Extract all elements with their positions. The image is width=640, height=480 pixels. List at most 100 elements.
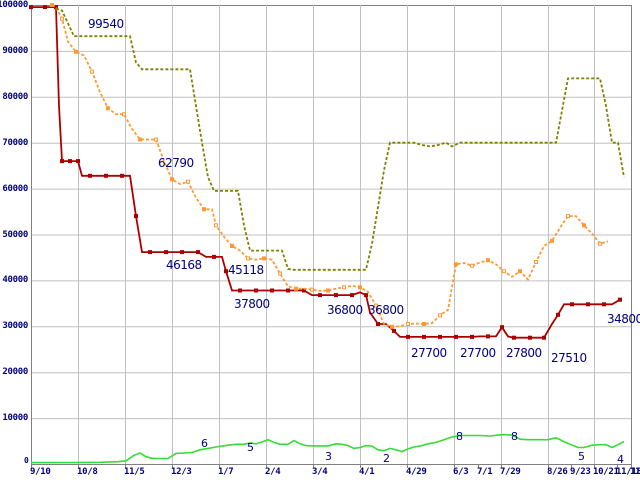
data-point-marker <box>104 173 108 178</box>
data-point-marker <box>406 322 410 326</box>
data-point-marker <box>180 250 184 255</box>
y-axis-tick-label: 40000 <box>2 275 28 286</box>
data-point-marker <box>88 173 92 178</box>
data-point-label: 27700 <box>460 346 496 360</box>
data-point-label: 37800 <box>234 297 270 311</box>
data-point-marker <box>202 207 206 212</box>
x-axis-tick-label: 3/4 <box>312 467 328 477</box>
data-point-marker <box>406 334 410 339</box>
data-point-marker <box>29 5 33 10</box>
data-point-label: 8 <box>511 430 518 443</box>
data-point-label: 36800 <box>368 303 404 317</box>
x-axis-tick-label: 11/5 <box>124 467 145 477</box>
data-point-marker <box>512 335 516 340</box>
data-point-label: 5 <box>247 441 254 454</box>
data-point-marker <box>154 137 158 142</box>
data-point-marker <box>212 254 216 259</box>
data-point-marker <box>598 241 602 246</box>
data-point-marker <box>43 5 47 10</box>
data-point-marker <box>278 271 282 276</box>
data-point-marker <box>350 293 354 298</box>
data-point-marker <box>310 287 314 292</box>
x-axis-tick-label: 9/10 <box>30 467 51 477</box>
x-axis-tick-label: 2/4 <box>265 467 281 477</box>
y-axis-tick-label: 100000 <box>0 0 28 10</box>
data-point-marker <box>68 159 72 164</box>
data-point-label: 4 <box>617 453 624 466</box>
data-point-marker <box>618 297 622 302</box>
x-tick-marks <box>31 464 632 468</box>
data-point-marker <box>390 324 394 329</box>
data-point-marker <box>270 288 274 293</box>
data-point-marker <box>60 16 64 21</box>
data-point-marker <box>502 269 506 274</box>
data-point-marker <box>358 285 362 290</box>
data-point-label: 46168 <box>166 258 202 272</box>
data-point-marker <box>120 173 124 178</box>
data-point-label: 27800 <box>506 346 542 360</box>
data-point-marker <box>170 177 174 182</box>
y-axis-tick-label: 90000 <box>2 45 28 56</box>
data-point-label: 99540 <box>88 17 124 31</box>
data-point-marker <box>122 112 126 117</box>
data-point-label: 27700 <box>411 346 447 360</box>
data-point-marker <box>342 285 346 290</box>
data-point-marker <box>500 325 504 330</box>
data-point-marker <box>262 256 266 261</box>
data-point-marker <box>602 302 606 307</box>
data-point-marker <box>470 334 474 339</box>
data-point-marker <box>90 69 94 74</box>
data-point-marker <box>438 313 442 318</box>
data-point-marker <box>138 137 142 142</box>
y-axis-tick-label: 50000 <box>2 229 28 240</box>
x-axis-tick-label: 10/21 <box>593 467 619 477</box>
x-axis-tick-label: 8/26 <box>547 467 568 477</box>
data-point-marker <box>374 303 378 308</box>
data-point-marker <box>556 312 560 317</box>
data-point-marker <box>294 286 298 291</box>
data-point-marker <box>224 269 228 274</box>
data-point-marker <box>570 302 574 307</box>
y-axis-tick-label: 10000 <box>2 413 28 424</box>
data-point-marker <box>230 244 234 248</box>
data-point-marker <box>196 250 200 255</box>
y-axis-tick-label: 30000 <box>2 321 28 332</box>
series-price_alt <box>55 7 625 271</box>
grid-lines <box>31 5 632 465</box>
series-line-price_main <box>31 6 621 339</box>
data-point-marker <box>454 334 458 339</box>
x-axis-tick-label: 7/1 <box>477 467 493 477</box>
data-point-marker <box>582 223 586 228</box>
data-point-marker <box>214 223 218 228</box>
data-point-marker <box>286 288 290 293</box>
data-point-marker <box>164 250 168 255</box>
data-point-marker <box>106 106 110 111</box>
data-point-marker <box>586 302 590 307</box>
data-point-marker <box>438 334 442 339</box>
x-axis-tick-label: 6/3 <box>453 467 469 477</box>
data-point-label: 8 <box>456 430 463 443</box>
data-point-marker <box>246 256 250 261</box>
data-point-marker <box>392 328 396 333</box>
x-axis-tick-label: 4/29 <box>406 467 427 477</box>
data-point-marker <box>376 322 380 326</box>
series-price_main <box>29 5 622 340</box>
data-point-label: 62790 <box>158 156 194 170</box>
data-point-marker <box>364 293 368 298</box>
data-point-label: 3 <box>325 450 332 463</box>
x-axis-tick-label: 4/1 <box>359 467 375 477</box>
data-point-marker <box>254 288 258 293</box>
series-line-volume <box>31 433 625 464</box>
data-point-marker <box>326 288 330 293</box>
x-axis-tick-label: 7/29 <box>500 467 521 477</box>
y-axis-zero-label: 0 <box>24 456 29 465</box>
data-point-marker <box>550 238 554 243</box>
data-point-marker <box>486 334 490 339</box>
y-axis-tick-label: 80000 <box>2 91 28 102</box>
data-point-marker <box>148 250 152 255</box>
x-axis-tick-label: 11/25 <box>630 467 640 477</box>
data-point-marker <box>50 3 54 7</box>
series-line-price_alt <box>55 7 625 271</box>
